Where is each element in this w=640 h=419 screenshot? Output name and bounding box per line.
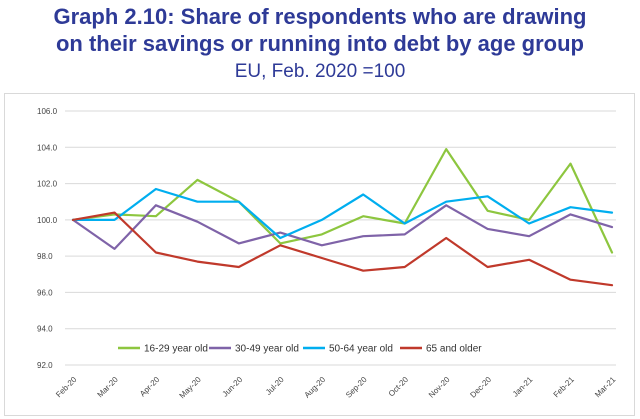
gridlines	[65, 110, 616, 366]
x-axis-ticks: Feb-20 Mar-20 Apr-20 May-20 Jun-20 Jul-20 Aug-…	[54, 375, 618, 401]
x-tick-label: Apr-20	[138, 375, 162, 399]
series-line-3	[71, 187, 614, 240]
y-tick-label: 92.0	[37, 361, 53, 370]
y-tick-label: 96.0	[37, 288, 53, 297]
x-tick-label: Jan-21	[511, 375, 535, 399]
x-tick-label: May-20	[178, 375, 204, 401]
x-tick-label: Nov-20	[427, 375, 452, 400]
y-tick-label: 106.0	[37, 107, 58, 116]
x-tick-label: Feb-21	[552, 375, 577, 400]
x-tick-label: Oct-20	[387, 375, 411, 399]
x-tick-label: Jul-20	[264, 375, 286, 397]
series-line-2	[71, 204, 614, 250]
y-tick-label: 100.0	[37, 216, 58, 225]
y-tick-label: 104.0	[37, 143, 58, 152]
chart-title-line-2: on their savings or running into debt by…	[55, 31, 584, 56]
legend: 16-29 year old 30-49 year old 50-64 year o…	[118, 344, 482, 355]
chart-subtitle: EU, Feb. 2020 =100	[234, 61, 406, 82]
chart-title-line-1: Graph 2.10: Share of respondents who are…	[53, 4, 587, 29]
series-line-4	[71, 211, 614, 287]
legend-label-1: 16-29 year old	[144, 344, 208, 355]
y-tick-label: 98.0	[37, 252, 53, 261]
x-tick-label: Jun-20	[221, 375, 245, 399]
x-tick-label: Dec-20	[468, 375, 493, 400]
y-tick-label: 102.0	[37, 180, 58, 189]
y-tick-label: 94.0	[37, 325, 53, 334]
x-tick-label: Sep-20	[344, 375, 369, 400]
legend-label-3: 50-64 year old	[329, 344, 393, 355]
legend-label-4: 65 and older	[426, 344, 482, 355]
series-lines	[71, 148, 614, 287]
plot-frame	[4, 93, 635, 416]
y-axis-ticks: 106.0 104.0 102.0 100.0 98.0 96.0 94.0 92.0	[37, 107, 58, 370]
series-line-1	[71, 148, 614, 254]
x-tick-label: Mar-20	[96, 375, 121, 400]
legend-label-2: 30-49 year old	[235, 344, 299, 355]
x-tick-label: Feb-20	[54, 375, 79, 400]
x-tick-label: Aug-20	[303, 375, 328, 400]
x-tick-label: Mar-21	[593, 375, 618, 400]
